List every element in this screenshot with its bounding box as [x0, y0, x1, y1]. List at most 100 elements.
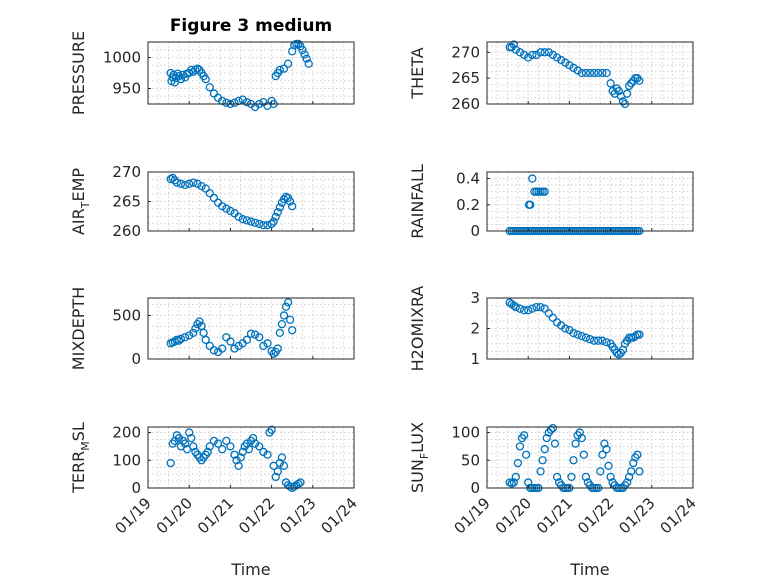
x-tick-label: 01/19 [112, 494, 155, 537]
data-point [594, 336, 603, 345]
data-point [242, 97, 252, 107]
y-tick-label: 0.2 [456, 196, 480, 214]
data-point [242, 335, 252, 344]
y-tick-label: 0 [131, 479, 141, 497]
data-point [561, 324, 570, 333]
data-point [205, 442, 214, 451]
data-point [571, 439, 580, 448]
data-point [201, 335, 210, 344]
data-point [201, 184, 210, 193]
data-point [209, 193, 219, 203]
y-axis-label: PRESSURE [69, 31, 88, 115]
data-point [627, 79, 636, 88]
subplot-rainfall: 0 0.2 0.4 RAINFALL [408, 164, 694, 240]
data-point [622, 478, 632, 487]
y-tick-label: 100 [451, 424, 480, 442]
data-point [218, 202, 227, 211]
data-point [602, 445, 611, 454]
y-axis-label: AIRTEMP [69, 168, 92, 235]
data-point [166, 458, 175, 468]
data-point [275, 65, 284, 75]
data-point [567, 472, 576, 482]
data-point [226, 206, 235, 216]
data-point [236, 453, 245, 462]
data-point [205, 341, 214, 351]
data-point [633, 450, 642, 459]
data-point [548, 50, 558, 60]
data-point [195, 317, 204, 326]
data-point [511, 472, 520, 482]
data-point [561, 58, 570, 67]
data-point [209, 89, 219, 98]
data-point [170, 436, 179, 446]
data-point [524, 306, 533, 315]
subplot-theta: 260 265 270 THETA [408, 40, 694, 113]
data-point [255, 219, 264, 229]
y-tick-label: 1000 [103, 49, 141, 67]
data-point [174, 336, 184, 345]
data-point [550, 439, 560, 448]
y-tick-label: 265 [451, 69, 480, 87]
data-point [569, 456, 578, 465]
data-point [528, 50, 537, 60]
y-tick-label: 2 [470, 320, 480, 338]
data-point [230, 98, 239, 107]
data-point [292, 481, 301, 490]
y-axis-label: MIXDEPTH [69, 287, 88, 370]
x-tick-label: 01/21 [194, 494, 237, 537]
data-point [285, 197, 295, 206]
data-point [515, 304, 525, 313]
data-point [263, 220, 272, 230]
data-point [624, 81, 634, 91]
subplot-sun-flux: 0 50 100 SUNFLUX 01/1901/2001/2101/2201/2301… [408, 422, 700, 579]
x-tick-label: 01/23 [615, 494, 658, 537]
x-tick-label: 01/20 [153, 494, 196, 537]
data-point [635, 467, 644, 476]
data-point [598, 336, 607, 345]
data-point [281, 302, 291, 311]
data-point [222, 436, 231, 446]
y-tick-label: 0 [470, 222, 480, 240]
data-point [544, 48, 553, 57]
data-point [532, 50, 541, 60]
data-point [614, 350, 623, 359]
data-point [250, 218, 260, 227]
data-point [598, 450, 607, 459]
x-tick-label: 01/24 [318, 494, 361, 537]
data-point [565, 61, 574, 70]
plot-area [148, 298, 354, 359]
data-point [259, 220, 268, 230]
data-point [546, 425, 556, 434]
data-point [285, 315, 295, 324]
subplot-pressure: 950 1000 PRESSURE [69, 31, 355, 115]
data-point [222, 204, 231, 213]
data-point [581, 472, 591, 482]
data-point [271, 472, 280, 482]
data-point [548, 423, 558, 433]
data-point [259, 447, 268, 457]
data-point [569, 63, 578, 72]
data-point [222, 333, 231, 342]
data-point [277, 453, 287, 462]
data-point [234, 461, 243, 470]
data-point [596, 467, 605, 476]
y-tick-label: 0 [131, 350, 141, 368]
data-point [294, 39, 303, 49]
data-point [205, 189, 214, 198]
data-point [218, 445, 227, 454]
data-point [581, 68, 591, 78]
data-point [589, 68, 599, 78]
data-point [581, 333, 591, 342]
data-point [263, 339, 272, 348]
data-point [300, 50, 309, 59]
data-point [511, 45, 520, 54]
data-point [176, 334, 186, 344]
data-point [185, 331, 194, 340]
data-point [279, 311, 289, 320]
data-point [528, 174, 537, 183]
data-point [606, 472, 615, 482]
axes-frame [147, 297, 355, 360]
data-point [170, 176, 179, 185]
data-point [277, 319, 287, 329]
x-tick-label: 01/19 [451, 494, 494, 537]
